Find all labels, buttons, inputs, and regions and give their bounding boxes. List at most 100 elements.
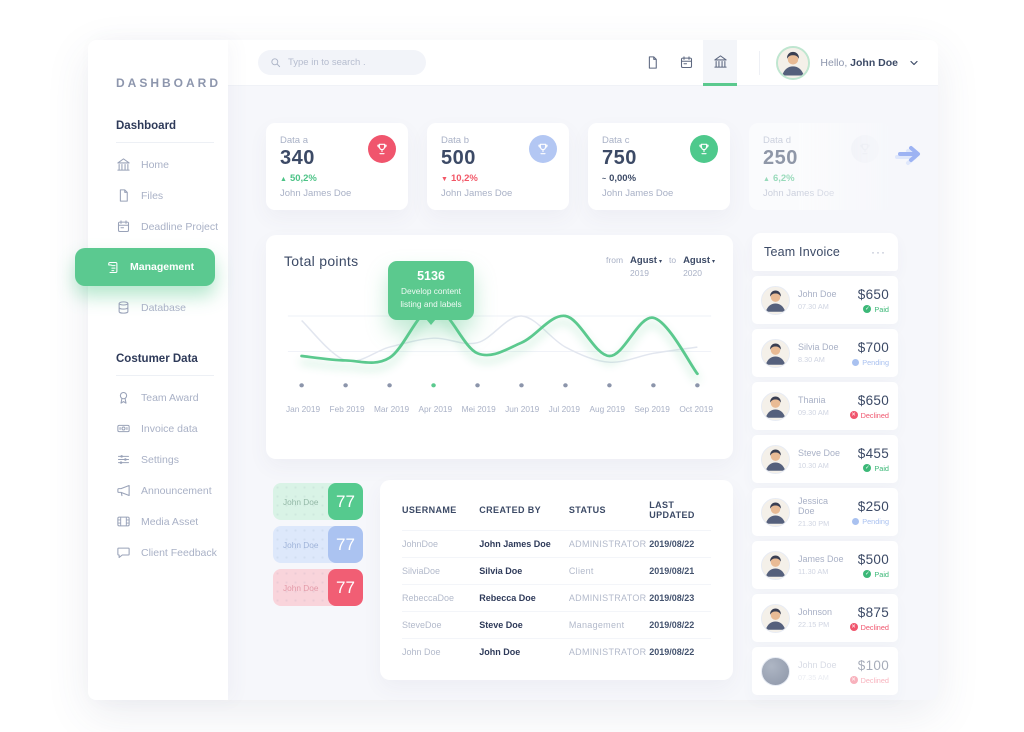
app-brand: DASHBOARD	[116, 76, 221, 90]
avatar	[761, 338, 790, 368]
greeting: Hello, John Doe	[820, 56, 898, 69]
sidebar-item-label: Settings	[141, 453, 179, 466]
x-axis-dot	[519, 383, 524, 388]
user-menu[interactable]: Hello, John Doe	[776, 45, 920, 80]
invoice-row[interactable]: Silvia Doe 8.30 AM $700 Pending	[752, 329, 898, 377]
section-divider	[116, 142, 214, 143]
stat-card-data-b[interactable]: Data b 500 ▼ 10,2% John James Doe	[427, 123, 569, 210]
x-axis-label: Oct 2019	[679, 404, 713, 414]
status-badge: Paid	[858, 570, 889, 579]
sidebar-item-label: Management	[130, 261, 195, 273]
trophy-badge-icon	[368, 135, 396, 163]
sidebar-item-label: Files	[141, 189, 164, 202]
chart-tooltip: 5136 Develop content listing and labels	[388, 261, 474, 325]
stat-card-data-d[interactable]: Data d 250 ▲ 6,2% John James Doe	[749, 123, 891, 210]
dropdown-arrow-icon: ▾	[658, 259, 662, 265]
avatar	[761, 497, 790, 527]
x-axis-label: Mar 2019	[374, 404, 410, 414]
topbar-shortcuts	[635, 39, 738, 86]
x-axis-label: Mei 2019	[461, 404, 496, 414]
sidebar: DASHBOARD Dashboard Home Files Deadline …	[75, 40, 228, 700]
search-icon	[271, 58, 281, 68]
table-row[interactable]: SilviaDoe Silvia Doe Client 2019/08/21	[402, 557, 711, 585]
users-table-card: USERNAME CREATED BY STATUS LAST UPDATED …	[380, 480, 733, 680]
sidebar-item-announcement[interactable]: Announcement	[88, 475, 228, 506]
declined-x-icon	[849, 411, 858, 419]
avatar-placeholder	[761, 656, 790, 686]
from-month-select[interactable]: Agust ▾ 2019	[630, 255, 662, 278]
declined-x-icon	[849, 676, 858, 684]
section-divider	[116, 375, 214, 376]
score-card-green[interactable]: John Doe 77	[273, 483, 363, 520]
sidebar-item-home[interactable]: Home	[88, 149, 228, 180]
table-row[interactable]: SteveDoe Steve Doe Management 2019/08/22	[402, 611, 711, 639]
sidebar-item-files[interactable]: Files	[88, 180, 228, 211]
sidebar-item-client-feedback[interactable]: Client Feedback	[88, 537, 228, 568]
status-badge: Declined	[849, 411, 889, 420]
megaphone-icon	[116, 483, 131, 498]
bank-shortcut-button[interactable]	[703, 39, 738, 86]
total-points-line-chart[interactable]	[284, 284, 715, 396]
trophy-badge-icon	[690, 135, 718, 163]
status-badge: Pending	[852, 358, 889, 367]
sidebar-item-team-award[interactable]: Team Award	[88, 382, 228, 413]
search-input[interactable]	[288, 57, 414, 68]
column-header: CREATED BY	[479, 505, 542, 515]
sidebar-item-deadline-project[interactable]: Deadline Project	[88, 211, 228, 242]
stat-card-data-c[interactable]: Data c 750 ~0,00% John James Doe	[588, 123, 730, 210]
more-options-button[interactable]: ···	[871, 245, 886, 259]
chevron-down-icon	[910, 60, 918, 65]
files-shortcut-button[interactable]	[635, 40, 669, 86]
x-axis-label: Sep 2019	[634, 404, 670, 414]
avatar	[761, 444, 790, 474]
avatar	[761, 391, 790, 421]
search-box[interactable]	[258, 50, 426, 75]
status-badge: Declined	[849, 623, 889, 632]
status-badge: Pending	[852, 517, 889, 526]
total-points-card: Total points from Agust ▾ 2019 to Agust ▾ …	[266, 235, 733, 459]
sidebar-item-invoice-data[interactable]: Invoice data	[88, 413, 228, 444]
score-card-blue[interactable]: John Doe 77	[273, 526, 363, 563]
x-axis-dot	[431, 383, 436, 388]
x-axis-label: Feb 2019	[329, 404, 365, 414]
pending-dot-icon	[852, 358, 860, 366]
x-axis-dot	[343, 383, 348, 388]
table-row[interactable]: John Doe John Doe ADMINISTRATOR 2019/08/…	[402, 638, 711, 665]
trend-up-icon: ▲	[280, 176, 287, 183]
sidebar-item-management[interactable]: Management	[75, 248, 215, 286]
score-card-red[interactable]: John Doe 77	[273, 569, 363, 606]
sidebar-section-customer-data: Costumer Data	[116, 353, 198, 365]
bank-icon	[714, 54, 727, 68]
chart-title: Total points	[284, 253, 359, 269]
paid-check-icon	[863, 464, 872, 472]
x-axis-dot	[563, 383, 568, 388]
invoice-row[interactable]: Jessica Doe 21.30 PM $250 Pending	[752, 488, 898, 536]
sidebar-item-database[interactable]: Database	[88, 292, 228, 323]
chat-icon	[116, 545, 131, 560]
file-icon	[648, 56, 657, 69]
x-axis-dot	[387, 383, 392, 388]
x-axis-dot	[299, 383, 304, 388]
trophy-badge-icon	[851, 135, 879, 163]
files-icon	[116, 188, 131, 203]
sidebar-item-settings[interactable]: Settings	[88, 444, 228, 475]
invoice-title: Team Invoice	[764, 245, 841, 259]
calendar-shortcut-button[interactable]	[669, 40, 703, 86]
sidebar-item-media-asset[interactable]: Media Asset	[88, 506, 228, 537]
pending-dot-icon	[852, 517, 860, 525]
table-row[interactable]: RebeccaDoe Rebecca Doe ADMINISTRATOR 201…	[402, 584, 711, 612]
sidebar-item-label: Invoice data	[141, 422, 198, 435]
next-cards-arrow[interactable]	[894, 141, 928, 167]
money-icon	[116, 421, 131, 436]
to-month-select[interactable]: Agust ▾ 2020	[683, 255, 715, 278]
table-row[interactable]: JohnDoe John James Doe ADMINISTRATOR 201…	[402, 530, 711, 558]
stat-card-data-a[interactable]: Data a 340 ▲ 50,2% John James Doe	[266, 123, 408, 210]
paid-check-icon	[863, 570, 872, 578]
x-axis-label: Jun 2019	[505, 404, 540, 414]
